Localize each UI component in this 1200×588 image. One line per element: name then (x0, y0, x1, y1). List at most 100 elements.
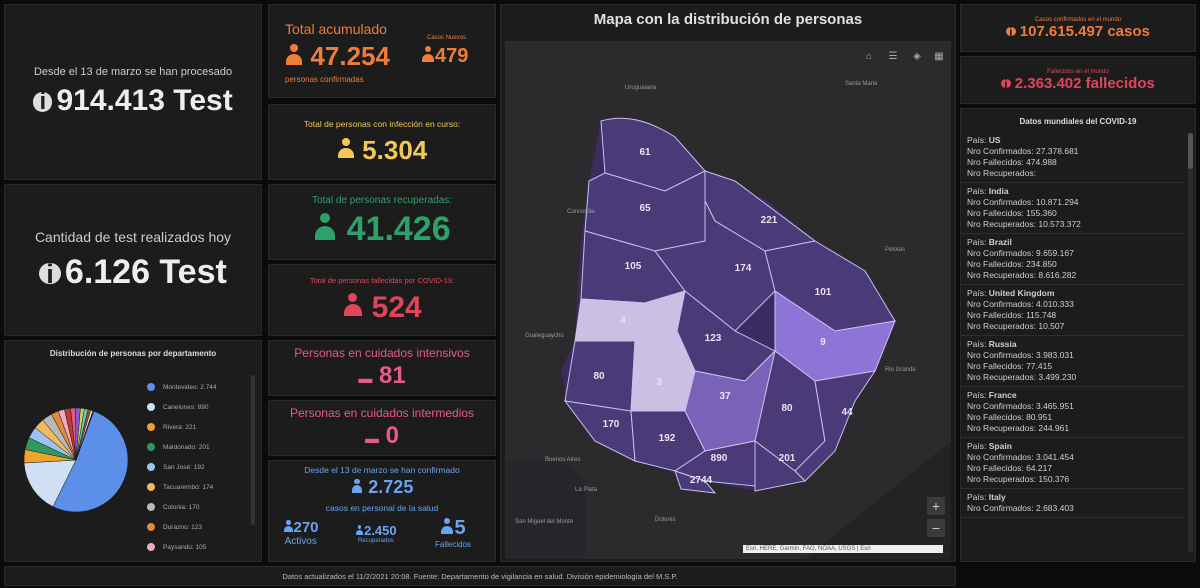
country-recovered-prefix: Nro Recuperados: (967, 372, 1036, 382)
country-name-prefix: País: (967, 390, 987, 400)
country-recovered-prefix: Nro Recuperados: (967, 168, 1036, 178)
salud-fallecidos-value: 5 (454, 517, 466, 539)
department-pie-panel: Distribución de personas por departament… (4, 340, 262, 562)
dept-maldonado (754, 440, 807, 492)
home-icon[interactable]: ⌂ (865, 51, 873, 62)
country-recovered-line: Nro Recuperados: 10.573.372 (967, 219, 1179, 230)
cuidados-intermedios-value-row: ▬ 0 (365, 422, 399, 450)
country-row[interactable]: País: Brazil Nro Confirmados: 9.659.167 Nr… (961, 234, 1185, 285)
country-deaths-value: 80.951 (1026, 412, 1053, 422)
total-acumulado-sublabel: personas confirmadas (285, 75, 364, 84)
country-row[interactable]: País: United Kingdom Nro Confirmados: 4.0… (961, 285, 1185, 336)
legend-color-dot (147, 483, 155, 491)
country-name-prefix: País: (967, 492, 987, 502)
country-name-value: France (988, 390, 1017, 400)
legend-item[interactable]: Tacuarembó: 174 (147, 477, 247, 497)
en-curso-label: Total de personas con infección en curso… (303, 118, 461, 129)
person-icon (313, 212, 337, 241)
country-recovered-value: 3.499.230 (1038, 372, 1077, 382)
label-colonia: 170 (603, 419, 620, 430)
legend-item[interactable]: Paysandú: 105 (147, 537, 247, 557)
legend-item[interactable]: Maldonado: 201 (147, 437, 247, 457)
legend-color-dot (147, 543, 155, 551)
country-name-value: US (988, 135, 1001, 145)
world-cases-value: 107.615.497 casos (1019, 22, 1150, 40)
country-recovered-line: Nro Recuperados: 150.376 (967, 474, 1179, 485)
legend-item[interactable]: Durazno: 123 (147, 517, 247, 537)
country-row[interactable]: País: France Nro Confirmados: 3.465.951 Nr… (961, 387, 1185, 438)
total-acumulado-value: 47.254 (310, 41, 390, 71)
pie-chart (23, 407, 129, 513)
fallecidos-panel: Total de personas fallecidas por COVID-1… (268, 264, 496, 336)
country-row[interactable]: País: US Nro Confirmados: 27.378.681 Nro F… (961, 132, 1185, 183)
legend-label: San José: 192 (163, 463, 205, 471)
label-cerro-largo: 101 (815, 287, 832, 298)
legend-item[interactable]: Canelones: 890 (147, 397, 247, 417)
salud-value: 2.725 (368, 477, 414, 497)
scrollbar-thumb[interactable] (1188, 133, 1193, 169)
country-name-prefix: País: (967, 339, 987, 349)
country-name-line: País: India (967, 186, 1179, 197)
tests-today-value-row: i 6.126 Test (39, 253, 227, 292)
info-icon: i (33, 88, 53, 115)
country-confirmed-line: Nro Confirmados: 2.683.403 (967, 503, 1179, 514)
country-name-line: País: Italy (967, 492, 1179, 503)
country-confirmed-value: 4.010.333 (1035, 299, 1074, 309)
legend-color-dot (147, 423, 155, 431)
country-confirmed-line: Nro Confirmados: 3.041.454 (967, 452, 1179, 463)
map-canvas[interactable]: 61 65 105 221 174 101 4 123 9 80 3 37 80… (505, 41, 951, 559)
city-buenos-aires: Buenos Aires (545, 457, 580, 463)
country-deaths-line: Nro Fallecidos: 115.748 (967, 310, 1179, 321)
country-recovered-line: Nro Recuperados: (967, 168, 1179, 179)
list-icon[interactable]: ☰ (888, 51, 898, 62)
salud-activos: 270 Activos (283, 519, 319, 547)
country-confirmed-line: Nro Confirmados: 4.010.333 (967, 299, 1179, 310)
pie-legend: Montevideo: 2.744 Canelones: 890 Rivera: 2… (147, 377, 247, 557)
basemap-icon[interactable]: ▦ (934, 51, 944, 62)
label-flores: 3 (656, 377, 662, 388)
legend-item[interactable]: Rivera: 221 (147, 417, 247, 437)
country-confirmed-value: 3.041.454 (1035, 452, 1074, 462)
country-row[interactable]: País: India Nro Confirmados: 10.871.294 Nr… (961, 183, 1185, 234)
city-concordia: Concordia (567, 209, 595, 215)
pie-slice[interactable] (23, 459, 77, 507)
en-curso-value-row: 5.304 (337, 135, 427, 166)
legend-scrollbar[interactable] (251, 375, 255, 525)
legend-item[interactable]: Montevideo: 2.744 (147, 377, 247, 397)
country-recovered-prefix: Nro Recuperados: (967, 474, 1036, 484)
world-deaths-label: Fallecidos en el mundo (1047, 68, 1109, 75)
country-confirmed-prefix: Nro Confirmados: (967, 299, 1034, 309)
city-san-miguel: San Miguel del Monte (515, 519, 574, 525)
total-acumulado-panel: Total acumulado 47.254 personas confirma… (268, 4, 496, 98)
legend-item[interactable]: San José: 192 (147, 457, 247, 477)
country-deaths-prefix: Nro Fallecidos: (967, 208, 1024, 218)
country-name-line: País: United Kingdom (967, 288, 1179, 299)
footer-bar: Datos actualizados el 11/2/2021 20:08. F… (4, 566, 956, 586)
layers-icon[interactable]: ◈ (913, 51, 921, 62)
zoom-in-button[interactable]: + (927, 497, 945, 515)
zoom-out-button[interactable]: − (927, 519, 945, 537)
dept-montevideo (674, 470, 717, 494)
world-deaths-panel: Fallecidos en el mundo i 2.363.402 fallec… (960, 56, 1196, 104)
city-la-plata: La Plata (575, 487, 598, 493)
country-recovered-line: Nro Recuperados: 8.616.282 (967, 270, 1179, 281)
label-canelones: 890 (711, 453, 728, 464)
en-curso-panel: Total de personas con infección en curso… (268, 104, 496, 180)
pie-slice[interactable] (75, 410, 95, 461)
country-deaths-line: Nro Fallecidos: 64.217 (967, 463, 1179, 474)
country-row[interactable]: País: Italy Nro Confirmados: 2.683.403 (961, 489, 1185, 518)
pie-slice[interactable] (52, 410, 129, 513)
country-row[interactable]: País: Spain Nro Confirmados: 3.041.454 Nro… (961, 438, 1185, 489)
country-row[interactable]: País: Russia Nro Confirmados: 3.983.031 Nr… (961, 336, 1185, 387)
tests-total-value: 914.413 Test (56, 84, 233, 117)
recuperados-value: 41.426 (346, 210, 451, 248)
total-acumulado-label: Total acumulado (285, 21, 387, 37)
label-san-jose: 192 (659, 433, 676, 444)
info-icon: i (1001, 77, 1011, 91)
country-list-scrollbar[interactable] (1188, 133, 1193, 553)
salud-activos-label: Activos (284, 536, 317, 547)
casos-nuevos-label: Casos Nuevos (427, 35, 467, 41)
world-cases-value-row: i 107.615.497 casos (1006, 23, 1150, 40)
legend-item[interactable]: Colonia: 170 (147, 497, 247, 517)
legend-color-dot (147, 383, 155, 391)
